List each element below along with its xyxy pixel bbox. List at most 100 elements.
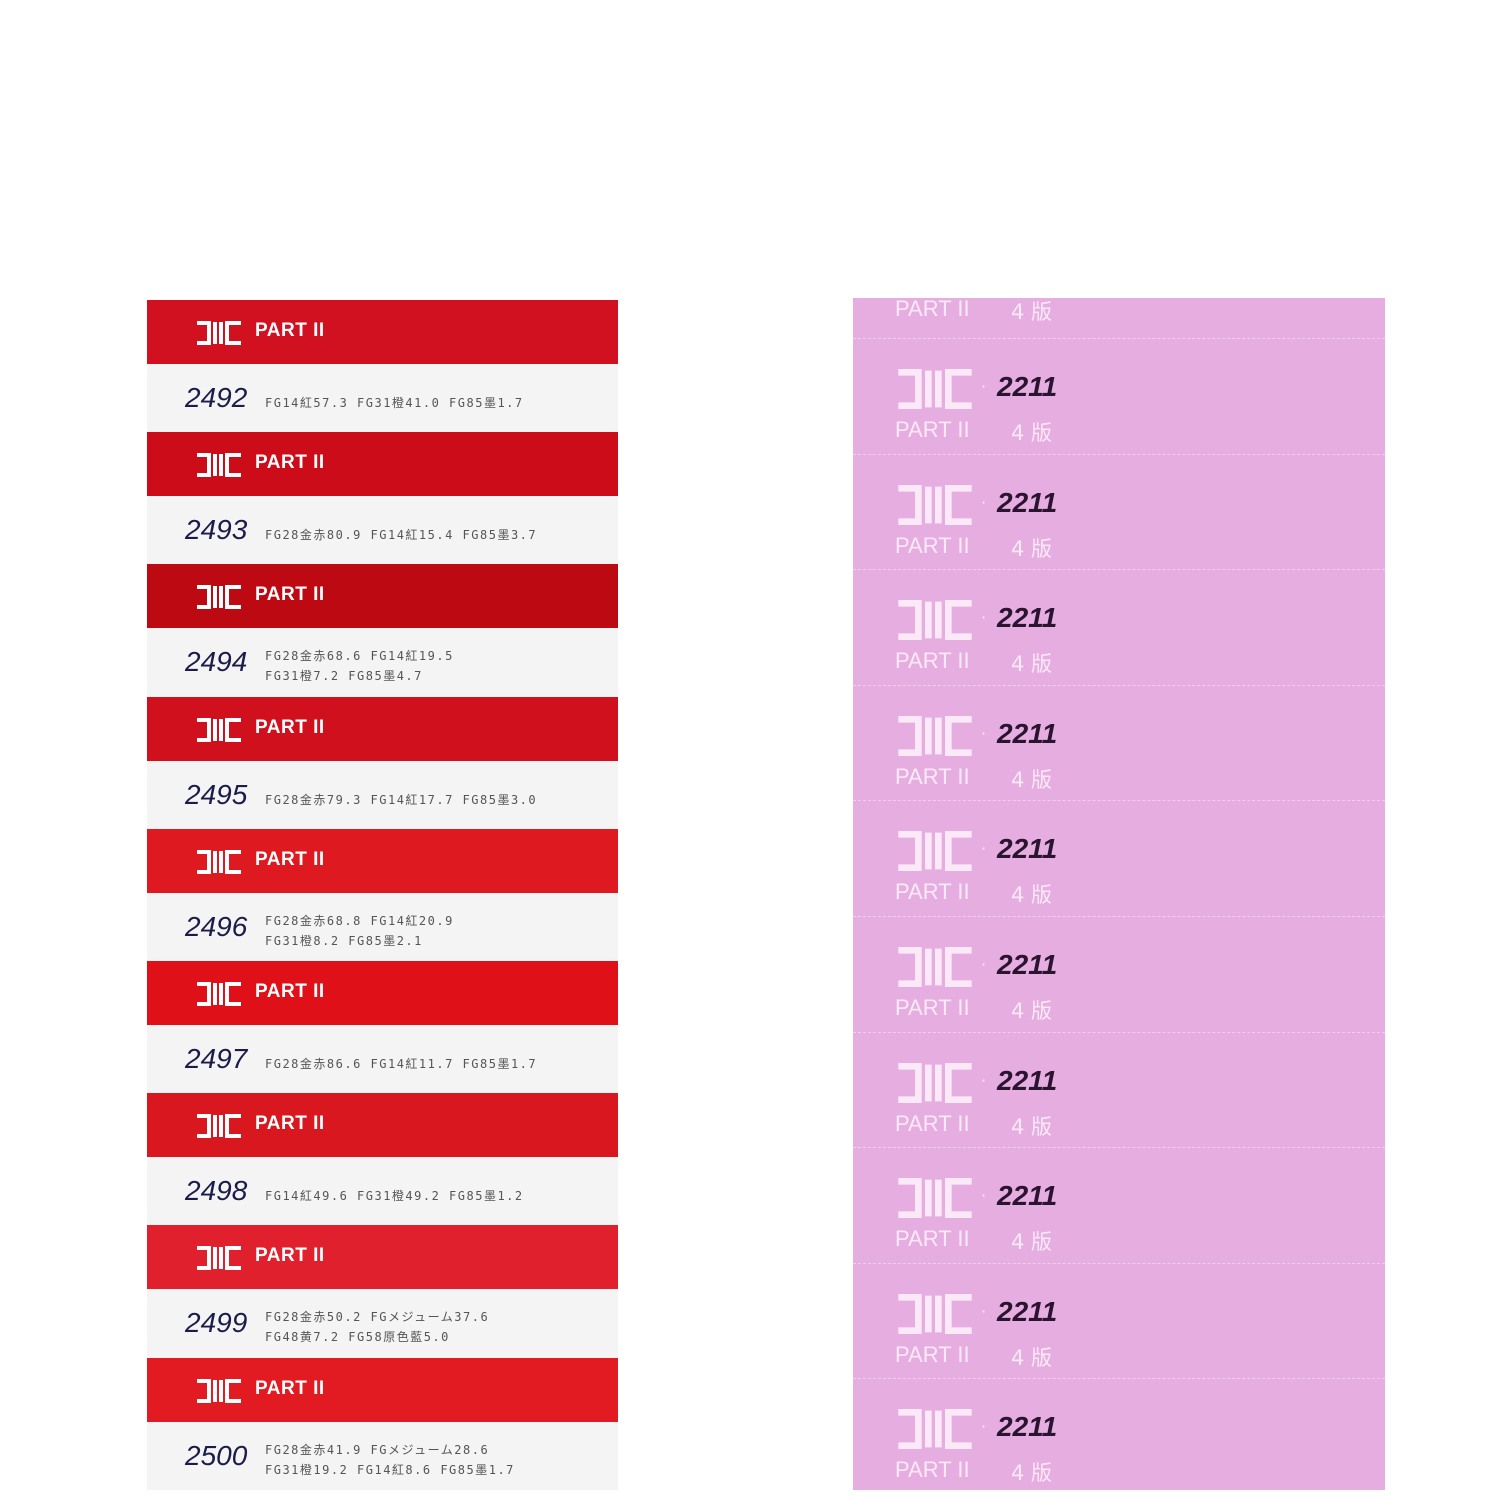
swatch-card: PART II 2494 FG28金赤68.6 FG14紅19.5 FG31橙7.… [147,564,618,697]
separator-dot: · [981,1301,987,1321]
edition-label: 4 版 [1011,999,1053,1023]
separator-dot: · [981,723,987,743]
dic-logo-icon [195,717,243,743]
color-band: PART II [147,1357,618,1422]
part-label: PART II [255,980,325,1002]
color-number: 2500 [185,1439,248,1471]
part-label: PART II [255,848,325,870]
dic-logo-icon [895,1292,975,1336]
ink-formula: FG28金赤68.6 FG14紅19.5 [265,649,454,664]
color-band: PART II [147,564,618,629]
edition-label: 4 版 [1011,300,1053,324]
color-number: 2493 [185,514,248,546]
part-label: PART II [255,1377,325,1399]
part-label: PART II [895,995,970,1020]
part-label: PART II [895,648,970,674]
ink-formula: FG28金赤68.8 FG14紅20.9 [265,913,454,928]
dic-logo-icon [895,1407,975,1451]
color-band: PART II [147,960,618,1025]
part-label: PART II [895,417,970,442]
dic-logo-icon [195,1245,243,1271]
separator-dot: · [981,377,987,396]
color-code: 2211 [997,371,1058,402]
color-number: 2494 [185,646,248,678]
swatch-info: 2495 FG28金赤79.3 FG14紅17.7 FG85墨3.0 [147,760,618,829]
separator-dot: · [981,492,987,512]
part-label: PART II [895,879,970,905]
swatch-strip: · 2211 PART II 4 版 [853,453,1385,571]
ink-formula: FG28金赤50.2 FGメジューム37.6 [265,1310,490,1325]
edition-label: 4 版 [1011,536,1053,561]
swatch-strip: · 2211 PART II 4 版 [853,1378,1385,1490]
dic-logo-icon [895,1061,975,1105]
color-code: 2211 [997,1411,1058,1443]
ink-formula: FG31橙19.2 FG14紅8.6 FG85墨1.7 [265,1462,515,1477]
color-code: 2211 [997,833,1058,865]
ink-formula: FG28金赤86.6 FG14紅11.7 FG85墨1.7 [265,1056,538,1071]
separator-dot: · [981,608,987,628]
ink-formula: FG31橙7.2 FG85墨4.7 [265,669,423,684]
swatch-strip: · 2211 PART II 4 版 [853,338,1385,455]
edition-label: 4 版 [1011,767,1053,792]
swatch-info: 2494 FG28金赤68.6 FG14紅19.5 FG31橙7.2 FG85墨4… [147,628,618,697]
edition-label: 4 版 [1011,1114,1053,1139]
ink-formula: FG14紅57.3 FG31橙41.0 FG85墨1.7 [265,396,524,410]
color-band: PART II [147,696,618,761]
part-label: PART II [255,1113,325,1135]
color-band: PART II [147,432,618,497]
ink-formula: FG48黄7.2 FG58原色藍5.0 [265,1330,450,1345]
edition-label: 4 版 [1011,1345,1053,1370]
swatch-card: PART II 2497 FG28金赤86.6 FG14紅11.7 FG85墨1… [147,960,618,1094]
dic-logo-icon [895,1176,975,1220]
part-label: PART II [895,1226,970,1252]
ink-formula: FG28金赤79.3 FG14紅17.7 FG85墨3.0 [265,792,538,807]
part-label: PART II [255,716,325,738]
color-band: PART II [147,1093,618,1158]
color-code: 2211 [997,1064,1058,1096]
edition-label: 4 版 [1011,421,1053,445]
edition-label: 4 版 [1011,652,1053,677]
dic-logo-icon [195,849,243,875]
dic-logo-icon [895,483,975,527]
dic-logo-icon [195,981,243,1007]
swatch-info: 2500 FG28金赤41.9 FGメジューム28.6 FG31橙19.2 FG1… [147,1421,618,1490]
swatch-card: PART II 2499 FG28金赤50.2 FGメジューム37.6 FG48黄… [147,1225,618,1358]
swatch-strip: · 2211 PART II 4 版 [853,1147,1385,1264]
color-code: 2211 [997,1295,1058,1327]
part-label: PART II [255,320,325,341]
dic-logo-icon [195,320,243,346]
swatch-strip: · 2211 PART II 4 版 [853,684,1385,802]
color-code: 2211 [997,717,1058,749]
separator-dot: · [981,955,987,974]
swatch-card: PART II 2492 FG14紅57.3 FG31橙41.0 FG85墨1.… [147,300,618,433]
swatch-card: PART II 2495 FG28金赤79.3 FG14紅17.7 FG85墨3… [147,696,618,829]
dic-logo-icon [195,452,243,478]
part-label: PART II [895,1110,970,1136]
swatch-card: PART II 2498 FG14紅49.6 FG31橙49.2 FG85墨1.… [147,1093,618,1226]
swatch-strip: · 2211 PART II 4 版 [853,1262,1385,1380]
part-label: PART II [895,532,970,558]
separator-dot: · [981,839,987,859]
color-code: 2211 [997,602,1058,634]
color-band: PART II [147,300,618,364]
ink-formula: FG31橙8.2 FG85墨2.1 [265,933,423,948]
part-label: PART II [895,1341,970,1367]
color-code: 2211 [997,486,1058,518]
color-number: 2498 [185,1175,248,1207]
part-label: PART II [255,452,325,474]
dic-logo-icon [895,367,975,411]
color-number: 2492 [185,382,248,413]
part-label: PART II [895,763,970,789]
color-code: 2211 [997,949,1058,980]
color-band: PART II [147,828,618,893]
swatch-card: PART II 2496 FG28金赤68.8 FG14紅20.9 FG31橙8.… [147,828,618,961]
part-label: PART II [895,298,970,321]
dic-logo-icon [195,584,243,610]
swatch-card: PART II 2493 FG28金赤80.9 FG14紅15.4 FG85墨3… [147,432,618,565]
separator-dot: · [981,1417,987,1437]
swatch-strip: · 2211 PART II 4 版 [853,800,1385,917]
ink-formula: FG28金赤80.9 FG14紅15.4 FG85墨3.7 [265,528,538,543]
swatch-info: 2496 FG28金赤68.8 FG14紅20.9 FG31橙8.2 FG85墨2… [147,892,618,961]
color-code: 2211 [997,1180,1058,1212]
separator-dot: · [981,1186,987,1206]
